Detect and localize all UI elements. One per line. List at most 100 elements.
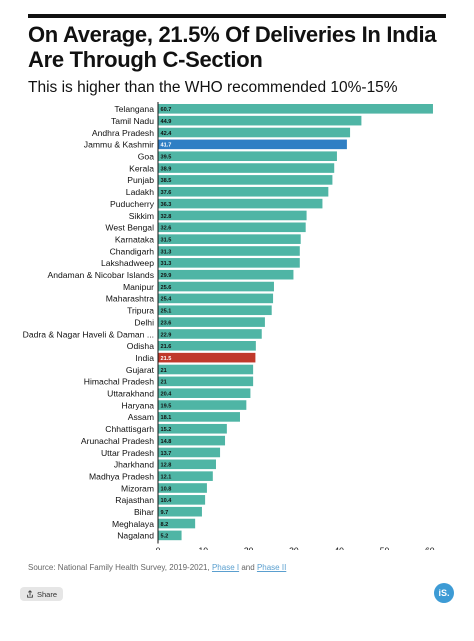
bar — [158, 506, 202, 517]
value-label: 38.9 — [161, 166, 172, 172]
value-label: 10.4 — [161, 498, 173, 504]
value-label: 36.3 — [161, 202, 172, 208]
value-label: 21 — [161, 380, 167, 386]
bar — [158, 293, 274, 304]
category-label: Uttarakhand — [107, 389, 154, 399]
bar — [158, 518, 196, 529]
category-label: Arunachal Pradesh — [81, 436, 154, 446]
bar — [158, 210, 307, 221]
value-label: 42.4 — [161, 131, 173, 137]
category-label: Bihar — [134, 507, 154, 517]
bar — [158, 222, 306, 233]
category-label: Rajasthan — [115, 495, 154, 505]
bar — [158, 412, 240, 422]
bar — [158, 317, 265, 327]
value-label: 32.8 — [161, 214, 172, 220]
bar-chart: Telangana 60.7 Tamil Nadu 44.9 Andhra Prades… — [23, 102, 435, 550]
bar — [158, 258, 300, 268]
category-label: Dadra & Nagar Haveli & Daman ... — [23, 329, 154, 339]
value-label: 41.7 — [161, 143, 172, 149]
share-button[interactable]: Share — [20, 587, 63, 601]
category-label: Andhra Pradesh — [92, 128, 154, 138]
category-label: Goa — [138, 152, 154, 162]
x-tick-label: 10 — [199, 545, 209, 550]
bar — [158, 341, 256, 351]
value-label: 20.4 — [161, 392, 173, 398]
phase-2-link[interactable]: Phase II — [256, 563, 287, 572]
category-label: Madhya Pradesh — [89, 471, 154, 481]
category-label: Gujarat — [126, 365, 155, 375]
bar — [158, 175, 333, 185]
bar — [158, 423, 227, 434]
category-label: Sikkim — [129, 211, 154, 221]
value-label: 18.1 — [161, 415, 172, 421]
value-label: 23.6 — [161, 320, 172, 326]
phase-1-link[interactable]: Phase I — [211, 563, 240, 572]
value-label: 21.5 — [161, 356, 172, 362]
value-label: 14.8 — [161, 439, 172, 445]
category-label: Nagaland — [117, 531, 154, 541]
x-tick-label: 0 — [156, 545, 161, 550]
category-label: Odisha — [127, 341, 154, 351]
value-label: 13.7 — [161, 451, 172, 457]
category-label: Telangana — [114, 104, 154, 114]
bar — [158, 281, 274, 292]
category-label: Punjab — [127, 175, 154, 185]
category-label: Chhattisgarh — [105, 424, 154, 434]
category-label: Andaman & Nicobar Islands — [47, 270, 154, 280]
bar — [158, 127, 351, 138]
brand-logo[interactable]: iS. — [434, 583, 454, 603]
bar — [158, 186, 329, 197]
bar — [158, 400, 247, 410]
source-note: Source: National Family Health Survey, 2… — [28, 563, 286, 572]
chart-title: On Average, 21.5% Of Deliveries In India… — [28, 22, 437, 72]
category-label: Ladakh — [126, 187, 154, 197]
bar — [158, 139, 347, 150]
chart-subtitle: This is higher than the WHO recommended … — [28, 79, 398, 96]
source-joiner: and — [241, 563, 255, 572]
bar — [158, 246, 300, 256]
value-label: 8.2 — [161, 522, 169, 528]
value-label: 21 — [161, 368, 167, 374]
x-tick-label: 60 — [425, 545, 435, 550]
bar — [158, 352, 256, 363]
value-label: 25.4 — [161, 297, 173, 303]
category-label: West Bengal — [105, 223, 154, 233]
category-label: Uttar Pradesh — [101, 448, 154, 458]
category-label: Maharashtra — [106, 294, 154, 304]
bar — [158, 269, 294, 280]
x-tick-label: 30 — [289, 545, 299, 550]
bar — [158, 376, 254, 387]
value-label: 37.6 — [161, 190, 172, 196]
category-label: Haryana — [122, 400, 155, 410]
category-label: Karnataka — [115, 234, 154, 244]
value-label: 9.7 — [161, 510, 169, 516]
value-label: 60.7 — [161, 107, 172, 113]
bar — [158, 234, 301, 244]
bar — [158, 115, 362, 126]
category-label: Himachal Pradesh — [84, 377, 154, 387]
bar — [158, 447, 221, 458]
category-label: Delhi — [134, 317, 154, 327]
bar — [158, 198, 323, 209]
value-label: 10.8 — [161, 486, 172, 492]
value-label: 29.9 — [161, 273, 172, 279]
category-label: India — [135, 353, 154, 363]
bar — [158, 435, 226, 446]
value-label: 32.6 — [161, 226, 172, 232]
category-label: Tamil Nadu — [111, 116, 154, 126]
category-label: Mizoram — [121, 483, 154, 493]
bar — [158, 495, 206, 505]
bar — [158, 329, 262, 339]
x-tick-label: 40 — [334, 545, 344, 550]
bar — [158, 364, 254, 375]
bar — [158, 530, 182, 541]
value-label: 15.2 — [161, 427, 172, 433]
x-tick-label: 50 — [380, 545, 390, 550]
value-label: 44.9 — [161, 119, 172, 125]
category-label: Puducherry — [110, 199, 155, 209]
bar — [158, 305, 272, 316]
share-icon — [27, 590, 33, 598]
category-label: Assam — [128, 412, 154, 422]
bar — [158, 163, 335, 173]
